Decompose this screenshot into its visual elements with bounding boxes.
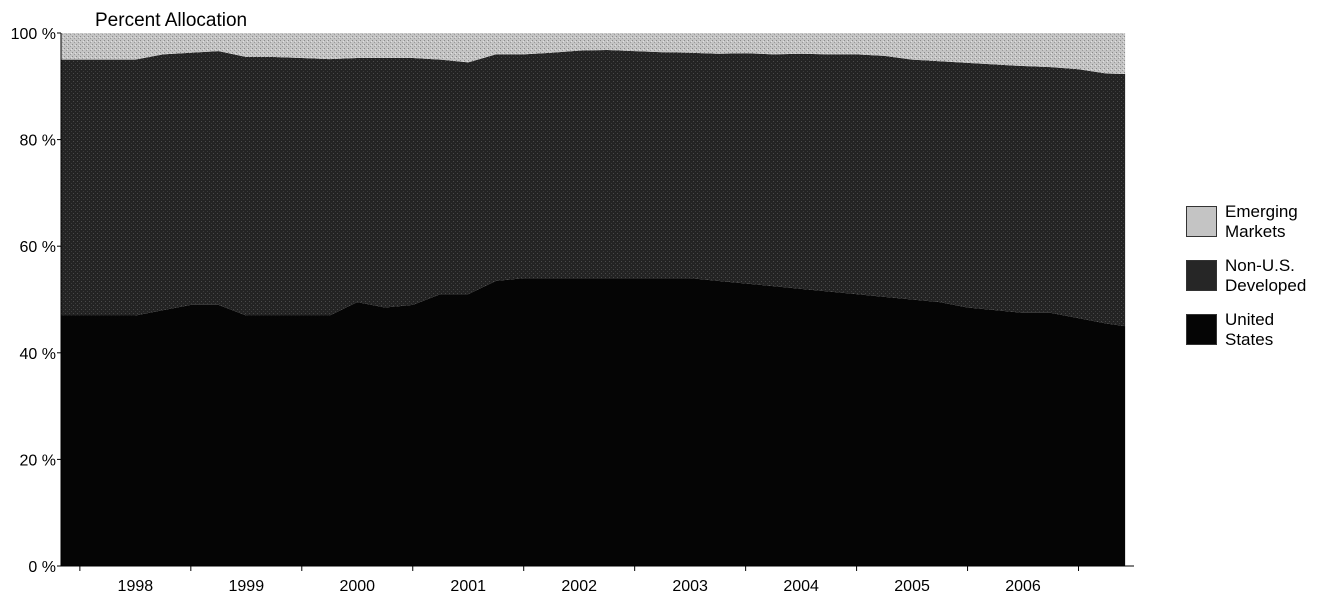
chart-areas (61, 33, 1126, 566)
chart-axes: 0 % 20 % 40 % 60 % 80 % 100 % 1998 1999 2000 2001… (11, 26, 1134, 595)
legend-label-non-us-developed: Non-U.S. Developed (1225, 256, 1307, 295)
area-series-united-states (61, 278, 1126, 566)
area-series-emerging-markets (61, 33, 1126, 75)
x-tick-label: 1999 (229, 578, 265, 595)
y-tick-label: 20 % (20, 452, 56, 469)
legend-swatch-united-states (1186, 314, 1217, 345)
x-tick-label: 2002 (561, 578, 597, 595)
x-tick-label: 2001 (450, 578, 486, 595)
y-tick-label: 0 % (28, 559, 56, 576)
x-tick-label: 2004 (783, 578, 819, 595)
legend-label-united-states: United States (1225, 310, 1275, 349)
y-axis-title: Percent Allocation (95, 10, 247, 31)
y-tick-label: 80 % (20, 133, 56, 150)
y-tick-label: 60 % (20, 239, 56, 256)
y-tick-label: 100 % (11, 26, 56, 43)
legend-swatch-emerging-markets (1186, 206, 1217, 237)
legend-item-united-states: United States (1186, 310, 1326, 364)
legend: Emerging Markets Non-U.S. Developed Unit… (1186, 202, 1326, 364)
area-series-non-u-s-developed (61, 50, 1126, 327)
legend-item-non-us-developed: Non-U.S. Developed (1186, 256, 1326, 310)
legend-item-emerging-markets: Emerging Markets (1186, 202, 1326, 256)
legend-swatch-non-us-developed (1186, 260, 1217, 291)
x-tick-label: 2006 (1005, 578, 1041, 595)
y-tick-label: 40 % (20, 346, 56, 363)
x-tick-label: 2005 (894, 578, 930, 595)
x-tick-label: 1998 (118, 578, 154, 595)
x-tick-label: 2003 (672, 578, 708, 595)
legend-label-emerging-markets: Emerging Markets (1225, 202, 1298, 241)
x-tick-label: 2000 (339, 578, 375, 595)
